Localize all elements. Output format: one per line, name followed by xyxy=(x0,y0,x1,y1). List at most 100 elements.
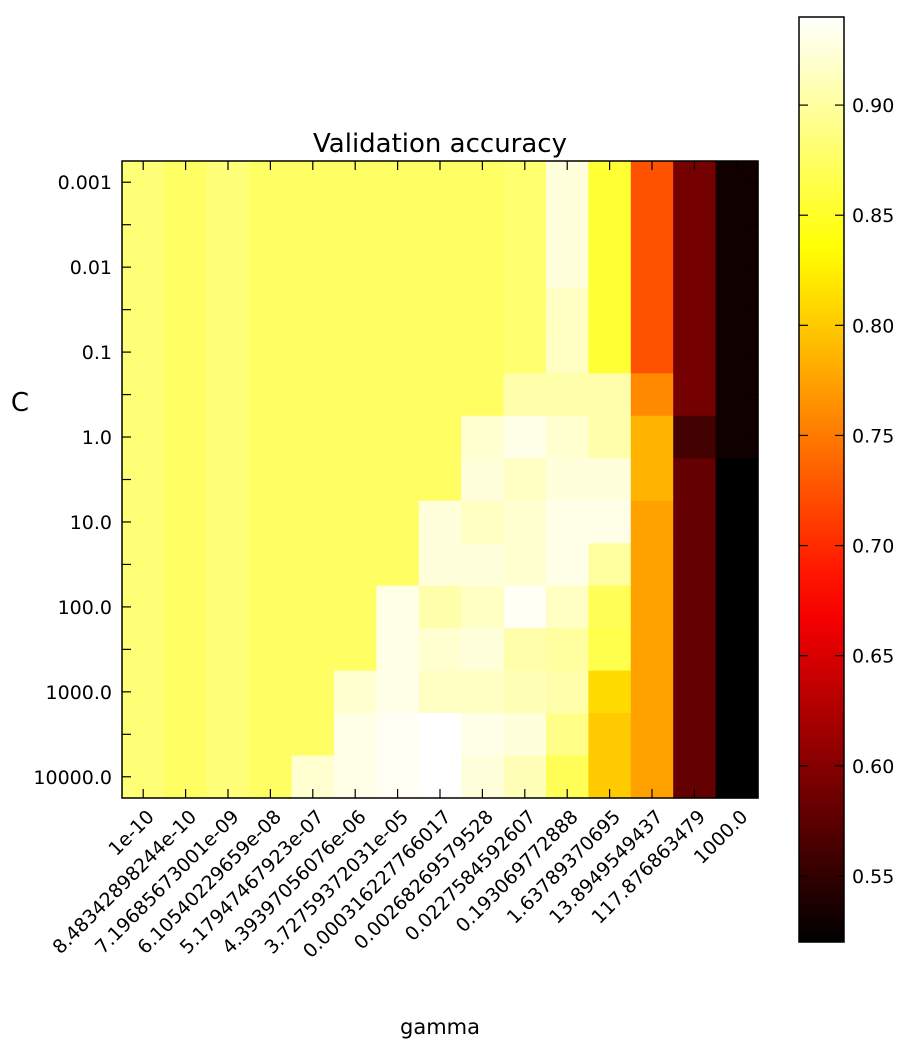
heatmap-cell xyxy=(546,373,589,417)
heatmap-cell xyxy=(334,288,377,332)
heatmap-cell xyxy=(461,585,505,629)
heatmap-cell xyxy=(206,245,250,289)
heatmap-cell xyxy=(503,628,547,672)
heatmap-cell xyxy=(588,458,632,502)
heatmap-cell xyxy=(673,245,717,289)
heatmap-cell xyxy=(291,585,335,629)
heatmap-cell xyxy=(461,288,505,332)
heatmap-cell xyxy=(164,415,208,459)
heatmap-cell xyxy=(461,670,505,714)
heatmap-cell xyxy=(249,670,293,714)
heatmap-cell xyxy=(546,203,589,247)
heatmap-cell xyxy=(418,415,462,459)
heatmap-cell xyxy=(461,203,505,247)
heatmap-cell xyxy=(249,628,293,672)
y-tick-label: 1000.0 xyxy=(46,682,112,704)
heatmap-cell xyxy=(206,585,250,629)
heatmap-cell xyxy=(673,585,717,629)
heatmap-cell xyxy=(334,670,377,714)
heatmap-cell xyxy=(588,585,632,629)
heatmap-cell xyxy=(206,203,250,247)
heatmap-cell xyxy=(291,713,335,757)
heatmap-cell xyxy=(334,628,377,672)
heatmap-cell xyxy=(546,628,589,672)
heatmap-cell xyxy=(630,415,674,459)
heatmap-cell xyxy=(503,585,547,629)
heatmap-cell xyxy=(673,458,717,502)
heatmap-cell xyxy=(164,373,208,417)
heatmap-cell xyxy=(503,670,547,714)
heatmap-cell xyxy=(291,415,335,459)
heatmap-cell xyxy=(418,713,462,757)
heatmap-cell xyxy=(206,713,250,757)
heatmap-cell xyxy=(503,330,547,374)
heatmap-cell xyxy=(546,415,589,459)
heatmap-cells xyxy=(122,161,759,799)
heatmap-cell xyxy=(503,245,547,289)
heatmap-cell xyxy=(291,203,335,247)
heatmap-cell xyxy=(588,670,632,714)
heatmap-cell xyxy=(546,500,589,544)
heatmap-cell xyxy=(291,670,335,714)
y-tick-label: 1.0 xyxy=(82,427,112,449)
heatmap-cell xyxy=(546,330,589,374)
heatmap-cell xyxy=(376,713,420,757)
heatmap-cell xyxy=(673,543,717,587)
heatmap-cell xyxy=(249,373,293,417)
heatmap-cell xyxy=(376,670,420,714)
heatmap-cell xyxy=(249,713,293,757)
heatmap-cell xyxy=(588,373,632,417)
heatmap-cell xyxy=(546,713,589,757)
heatmap-cell xyxy=(461,458,505,502)
heatmap-cell xyxy=(588,203,632,247)
heatmap-cell xyxy=(249,585,293,629)
heatmap-cell xyxy=(418,203,462,247)
heatmap-cell xyxy=(376,245,420,289)
heatmap-cell xyxy=(630,288,674,332)
heatmap-cell xyxy=(206,415,250,459)
heatmap-cell xyxy=(588,415,632,459)
y-tick-label: 100.0 xyxy=(58,597,112,619)
y-tick-label: 10.0 xyxy=(70,512,112,534)
heatmap-cell xyxy=(164,500,208,544)
heatmap-cell xyxy=(461,628,505,672)
heatmap-cell xyxy=(673,373,717,417)
heatmap-cell xyxy=(630,458,674,502)
heatmap-cell xyxy=(206,373,250,417)
heatmap-cell xyxy=(206,628,250,672)
colorbar-tick-label: 0.90 xyxy=(852,95,894,117)
chart-title: Validation accuracy xyxy=(313,129,567,159)
y-tick-label: 0.1 xyxy=(82,342,112,364)
heatmap-cell xyxy=(164,458,208,502)
y-tick-label: 10000.0 xyxy=(33,767,112,789)
heatmap-cell xyxy=(376,543,420,587)
heatmap-cell xyxy=(376,458,420,502)
heatmap-cell xyxy=(546,458,589,502)
heatmap-cell xyxy=(461,245,505,289)
heatmap-cell xyxy=(334,543,377,587)
heatmap-cell xyxy=(376,585,420,629)
heatmap-cell xyxy=(673,670,717,714)
heatmap-cell xyxy=(461,415,505,459)
heatmap-cell xyxy=(461,500,505,544)
heatmap-cell xyxy=(206,288,250,332)
heatmap-cell xyxy=(503,500,547,544)
heatmap-cell xyxy=(249,458,293,502)
heatmap-cell xyxy=(673,628,717,672)
heatmap-cell xyxy=(630,330,674,374)
heatmap-cell xyxy=(418,500,462,544)
heatmap-cell xyxy=(376,628,420,672)
heatmap-cell xyxy=(164,670,208,714)
heatmap-cell xyxy=(588,628,632,672)
heatmap-cell xyxy=(418,330,462,374)
heatmap-cell xyxy=(418,245,462,289)
heatmap-cell xyxy=(164,585,208,629)
heatmap-cell xyxy=(164,628,208,672)
heatmap-cell xyxy=(249,415,293,459)
y-axis-ticks: 0.001 0.01 0.1 1.0 10.0 100.0 1000.0 10000.0 xyxy=(33,172,758,789)
heatmap-cell xyxy=(673,330,717,374)
heatmap-cell xyxy=(630,713,674,757)
heatmap-cell xyxy=(461,373,505,417)
heatmap-cell xyxy=(291,500,335,544)
heatmap-cell xyxy=(630,670,674,714)
